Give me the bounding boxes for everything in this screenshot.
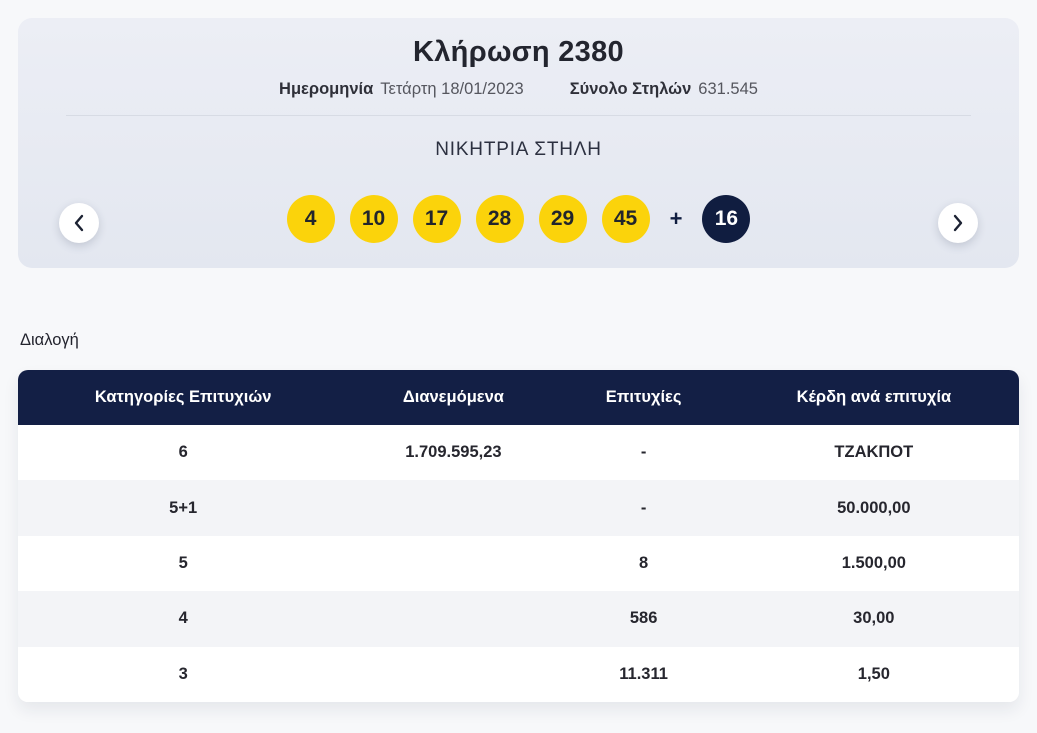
number-ball: 10	[349, 195, 398, 243]
draw-meta: Ημερομηνία Τετάρτη 18/01/2023 Σύνολο Στηλ…	[18, 79, 1019, 99]
number-ball: 29	[538, 195, 587, 243]
draw-card: Κλήρωση 2380 Ημερομηνία Τετάρτη 18/01/202…	[18, 18, 1019, 268]
cell-winners: -	[640, 498, 647, 517]
header-divider	[66, 115, 971, 116]
number-ball: 17	[412, 195, 461, 243]
table-row: 5+1 - 50.000,00	[18, 480, 1019, 536]
cell-prize: 1.500,00	[841, 553, 906, 572]
total-columns-label: Σύνολο Στηλών	[569, 80, 692, 98]
cell-winners: -	[640, 443, 647, 462]
table-row: 4 586 30,00	[18, 591, 1019, 647]
header-distributed: Διανεμόμενα	[402, 388, 504, 406]
cell-category: 5	[178, 553, 188, 572]
winning-numbers: 4 10 17 28 29 45 + 16	[18, 195, 1019, 243]
table-row: 6 1.709.595,23 - ΤΖΑΚΠΟΤ	[18, 425, 1019, 481]
cell-prize: 1,50	[857, 664, 890, 683]
chevron-right-icon	[952, 214, 964, 232]
date-label: Ημερομηνία	[279, 80, 374, 98]
plus-sign: +	[669, 206, 683, 231]
previous-draw-button[interactable]	[59, 203, 99, 243]
cell-winners: 8	[639, 553, 649, 572]
number-ball: 45	[601, 195, 650, 243]
date-value: Τετάρτη 18/01/2023	[380, 80, 524, 98]
winning-column-label: ΝΙΚΗΤΡΙΑ ΣΤΗΛΗ	[435, 139, 602, 160]
number-ball: 4	[286, 195, 335, 243]
table-row: 5 8 1.500,00	[18, 535, 1019, 592]
number-ball: 28	[475, 195, 524, 243]
draw-date: Ημερομηνία Τετάρτη 18/01/2023	[279, 79, 524, 99]
cell-prize: 50.000,00	[837, 498, 911, 517]
cell-category: 3	[178, 664, 188, 683]
results-table: Κατηγορίες Επιτυχιών Διανεμόμενα Επιτυχί…	[18, 370, 1019, 702]
chevron-left-icon	[73, 214, 85, 232]
table-header-row: Κατηγορίες Επιτυχιών Διανεμόμενα Επιτυχί…	[18, 370, 1019, 425]
header-prize: Κέρδη ανά επιτυχία	[796, 388, 952, 406]
cell-distributed: 1.709.595,23	[405, 443, 502, 462]
total-columns: Σύνολο Στηλών 631.545	[570, 79, 758, 99]
cell-category: 6	[178, 443, 188, 462]
cell-category: 4	[178, 609, 188, 628]
header-category: Κατηγορίες Επιτυχιών	[94, 388, 272, 406]
cell-winners: 11.311	[619, 664, 668, 683]
cell-prize: 30,00	[853, 609, 895, 628]
next-draw-button[interactable]	[938, 203, 978, 243]
page-title: Κλήρωση 2380	[413, 36, 624, 68]
header-winners: Επιτυχίες	[605, 388, 682, 406]
bonus-number-ball: 16	[702, 195, 751, 243]
total-columns-value: 631.545	[698, 80, 758, 98]
cell-prize: ΤΖΑΚΠΟΤ	[834, 443, 914, 462]
cell-winners: 586	[629, 609, 658, 628]
cell-category: 5+1	[169, 498, 198, 517]
results-section-label: Διαλογή	[20, 331, 79, 349]
table-row: 3 11.311 1,50	[18, 646, 1019, 702]
